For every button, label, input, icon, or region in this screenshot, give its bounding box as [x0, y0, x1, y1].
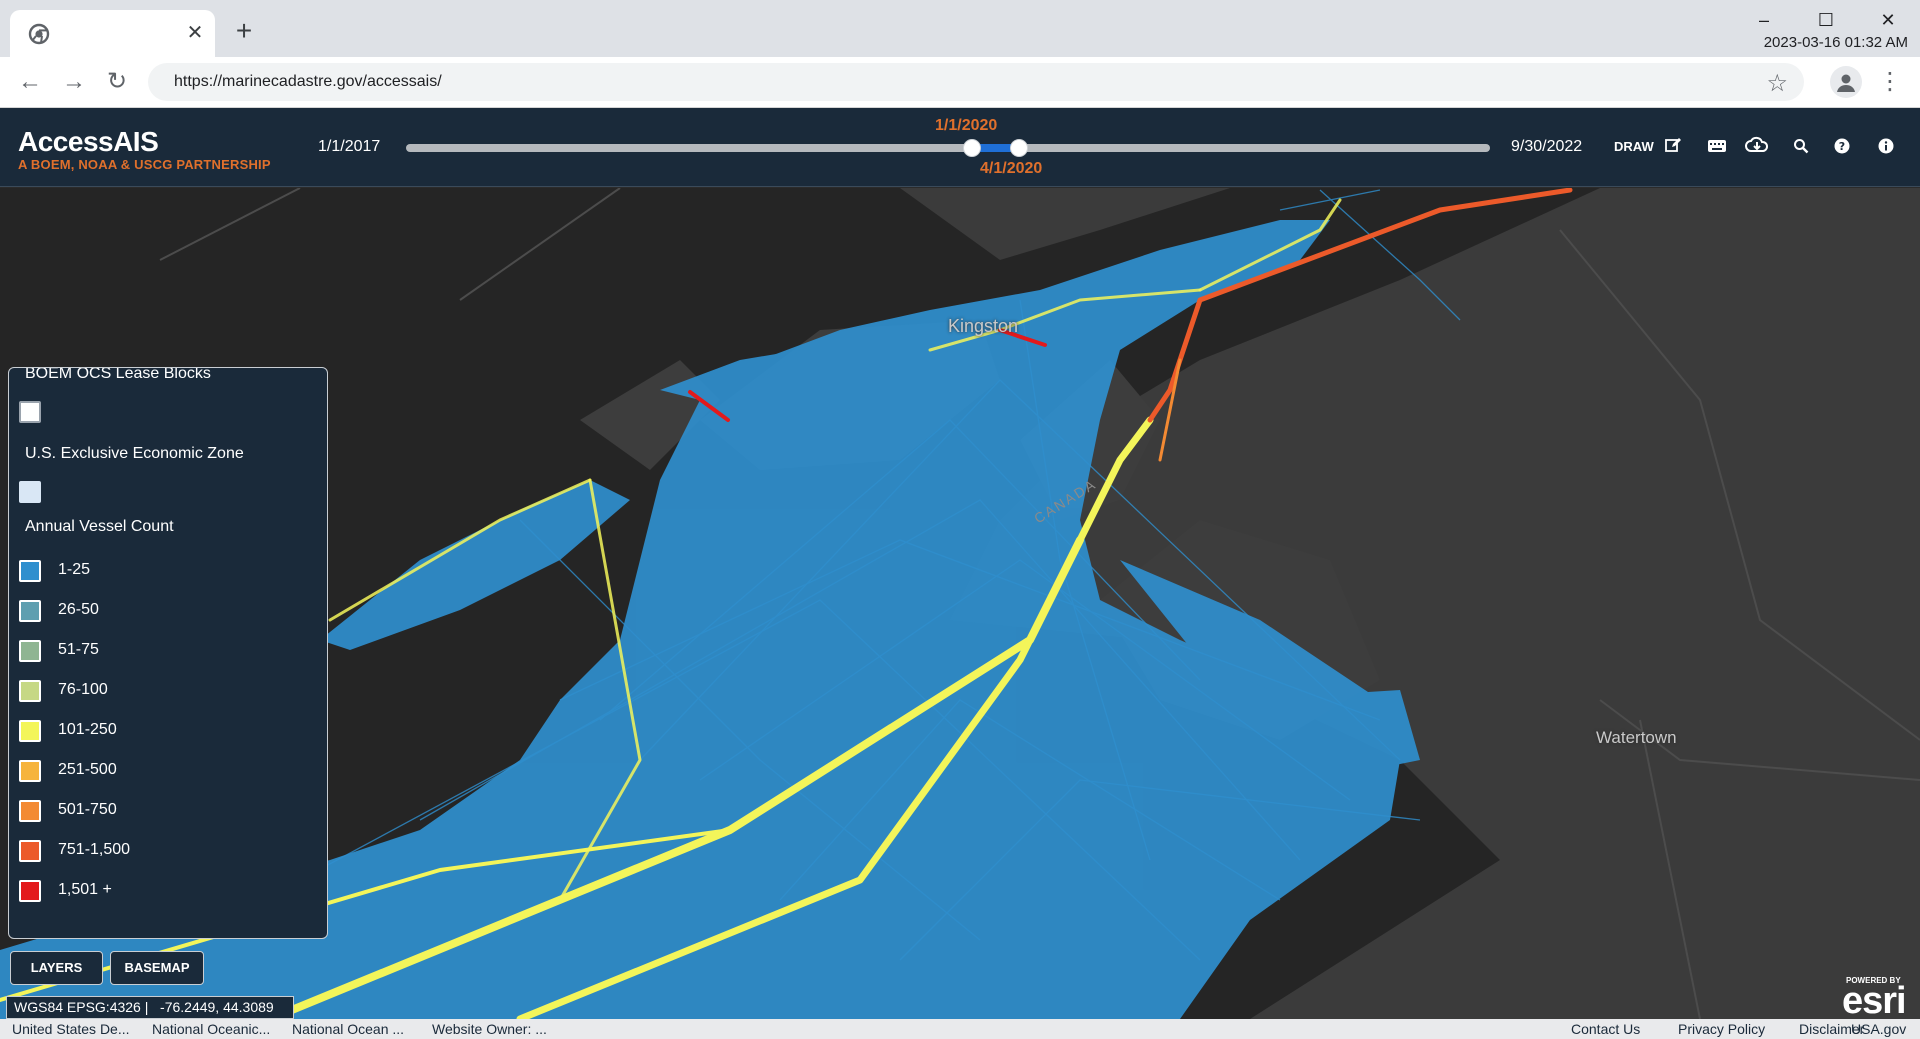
- attribution-footer: United States De... National Oceanic... …: [0, 1019, 1920, 1039]
- attribution-credit: National Ocean ...: [292, 1021, 405, 1037]
- range-start-label: 1/1/2020: [935, 117, 998, 134]
- legend-eez-heading: U.S. Exclusive Economic Zone: [25, 445, 244, 462]
- url-text[interactable]: https://marinecadastre.gov/accessais/: [174, 73, 442, 90]
- maximize-icon[interactable]: ☐: [1817, 10, 1835, 30]
- legend-swatch: [19, 640, 41, 662]
- legend-swatch: [19, 680, 41, 702]
- legend-lease-blocks-swatch: [19, 401, 41, 423]
- legend-swatch: [19, 560, 41, 582]
- svg-text:?: ?: [1839, 140, 1845, 153]
- back-icon[interactable]: ←: [18, 68, 42, 95]
- new-tab-icon[interactable]: +: [235, 15, 253, 46]
- browser-tab[interactable]: ✕: [10, 10, 215, 57]
- legend-eez-swatch: [19, 481, 41, 503]
- layers-button[interactable]: LAYERS: [10, 951, 103, 985]
- app-subtitle: A BOEM, NOAA & USCG PARTNERSHIP: [18, 157, 271, 172]
- legend-swatch: [19, 840, 41, 862]
- app-title: AccessAIS: [18, 126, 159, 157]
- map-label-kingston: Kingston: [948, 316, 1019, 336]
- roads: [159, 188, 1920, 1019]
- legend-item-label: 251-500: [58, 761, 117, 778]
- legend-swatch: [19, 720, 41, 742]
- minimize-icon[interactable]: –: [1758, 10, 1769, 30]
- reload-icon[interactable]: ↻: [106, 68, 128, 95]
- keyboard-icon[interactable]: [1704, 135, 1730, 161]
- vessel-tracks: [299, 189, 1461, 961]
- menu-icon[interactable]: ⋮: [1878, 68, 1902, 95]
- window-close-icon[interactable]: ✕: [1880, 10, 1896, 30]
- legend-swatch: [19, 800, 41, 822]
- map-label-watertown: Watertown: [1596, 728, 1677, 747]
- contact-us-link[interactable]: Contact Us: [1571, 1021, 1641, 1037]
- info-icon[interactable]: [1873, 135, 1899, 161]
- cloud-download-icon[interactable]: [1744, 135, 1770, 161]
- privacy-policy-link[interactable]: Privacy Policy: [1678, 1021, 1766, 1037]
- timeline-end-handle[interactable]: [1010, 139, 1028, 157]
- timeline-selected-range: [972, 144, 1019, 152]
- legend-item-label: 1-25: [58, 561, 91, 578]
- app-header: AccessAIS A BOEM, NOAA & USCG PARTNERSHI…: [0, 108, 1920, 187]
- legend-item-label: 751-1,500: [58, 841, 131, 858]
- esri-logo: esri: [1842, 980, 1907, 1022]
- address-bar[interactable]: https://marinecadastre.gov/accessais/ ☆: [148, 63, 1804, 101]
- help-icon[interactable]: ?: [1829, 135, 1855, 161]
- esri-powered-label: POWERED BY: [1846, 976, 1901, 985]
- attribution-credit: Website Owner: ...: [432, 1021, 547, 1037]
- legend-item-label: 101-250: [58, 721, 117, 738]
- legend-lease-blocks-heading: BOEM OCS Lease Blocks: [25, 367, 211, 382]
- forward-icon[interactable]: →: [62, 68, 86, 95]
- basemap-button[interactable]: BASEMAP: [110, 951, 204, 985]
- range-end-label: 4/1/2020: [980, 160, 1043, 177]
- vessel-density-101-250: [0, 198, 1342, 1019]
- timeline-start-handle[interactable]: [963, 139, 981, 157]
- timeline-end-date: 9/30/2022: [1511, 138, 1583, 155]
- timeline-start-date: 1/1/2017: [318, 138, 381, 155]
- legend-item-label: 76-100: [58, 681, 108, 698]
- legend-swatch: [19, 760, 41, 782]
- chrome-icon: [28, 23, 50, 45]
- map-canvas[interactable]: [0, 188, 1920, 1019]
- attribution-credit: United States De...: [12, 1021, 130, 1037]
- legend-item-label: 1,501 +: [58, 881, 112, 898]
- system-clock: 2023-03-16 01:32 AM: [1763, 34, 1908, 51]
- legend-item-label: 26-50: [58, 601, 99, 618]
- disclaimer-link[interactable]: Disclaimer: [1799, 1021, 1865, 1037]
- profile-icon[interactable]: [1830, 66, 1862, 98]
- coordinate-readout: WGS84 EPSG:4326 | -76.2449, 44.3089: [6, 996, 294, 1019]
- search-icon[interactable]: [1788, 135, 1814, 161]
- bookmark-star-icon[interactable]: ☆: [1766, 70, 1788, 97]
- vessel-density-751-1500: [1147, 188, 1573, 462]
- timeline-slider-track[interactable]: [406, 144, 1490, 152]
- legend-swatch: [19, 880, 41, 902]
- browser-tabstrip: ✕ + – ☐ ✕ 2023-03-16 01:32 AM: [0, 0, 1920, 57]
- browser-toolbar: ← → ↻ https://marinecadastre.gov/accessa…: [0, 57, 1920, 108]
- legend-swatch: [19, 600, 41, 622]
- legend-item-label: 501-750: [58, 801, 117, 818]
- legend-panel: BOEM OCS Lease Blocks U.S. Exclusive Eco…: [8, 367, 328, 939]
- legend-item-label: 51-75: [58, 641, 99, 658]
- edit-icon[interactable]: [1660, 135, 1686, 161]
- usa-gov-link[interactable]: USA.gov: [1851, 1021, 1907, 1037]
- vessel-density-1501-plus: [688, 328, 1047, 422]
- map-view[interactable]: Kingston Watertown CANADA: [0, 188, 1920, 1019]
- attribution-credit: National Oceanic...: [152, 1021, 271, 1037]
- draw-button[interactable]: DRAW: [1614, 139, 1654, 154]
- tab-close-icon[interactable]: ✕: [186, 22, 204, 44]
- legend-vessel-count-heading: Annual Vessel Count: [25, 518, 174, 535]
